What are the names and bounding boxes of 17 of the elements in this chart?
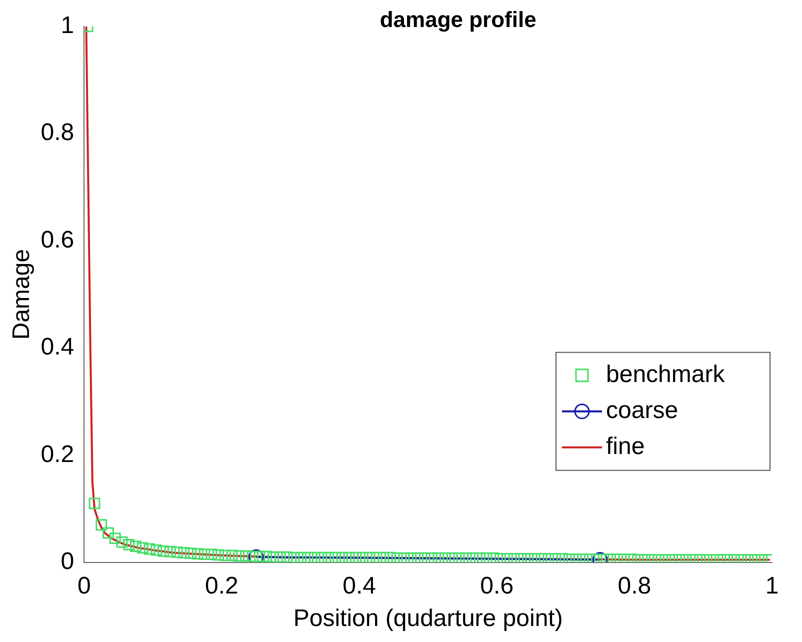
y-tick-label: 0.8 — [40, 119, 74, 146]
legend-label: fine — [606, 433, 645, 460]
x-tick-label: 0.8 — [618, 572, 652, 600]
legend-label: coarse — [606, 397, 678, 424]
y-axis-title: Damage — [8, 249, 36, 340]
x-tick-label: 0.4 — [342, 572, 376, 600]
x-axis-title: Position (qudarture point) — [293, 605, 563, 632]
y-tick-label: 0.6 — [40, 226, 74, 254]
y-tick-label: 0.2 — [40, 440, 74, 468]
y-tick-label: 0.4 — [40, 334, 74, 361]
y-tick-label: 0 — [60, 548, 74, 576]
x-tick-label: 0.2 — [205, 572, 238, 600]
legend-label: benchmark — [606, 361, 726, 388]
x-tick-label: 0.6 — [480, 572, 514, 600]
chart-title: damage profile — [380, 7, 536, 32]
y-tick-label: 1 — [60, 12, 74, 40]
x-tick-label: 1 — [765, 572, 779, 600]
